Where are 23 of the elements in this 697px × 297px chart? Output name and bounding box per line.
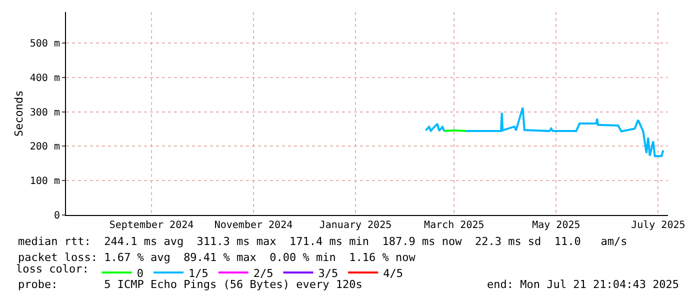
x-tick-label: July 2025 (631, 220, 686, 231)
y-axis-title: Seconds (12, 90, 26, 137)
x-tick-label: March 2025 (424, 220, 484, 231)
x-tick-label: May 2025 (532, 220, 580, 231)
text: median rtt: 244.1 ms avg 311.3 ms max 171.4 ms min 187.9 ms now 22.3 ms sd 11.0 am/s (18, 235, 628, 248)
legend-label: 0 (136, 266, 144, 280)
x-tick-label: January 2025 (319, 220, 392, 231)
y-tick-label: 0 (54, 210, 60, 222)
legend-title: loss color: (16, 262, 89, 276)
y-tick-label: 400 m (30, 72, 60, 84)
x-tick-label: November 2024 (214, 220, 293, 231)
text: probe: 5 ICMP Echo Pings (56 Bytes) every 120s (18, 278, 362, 291)
text: packet loss: 1.67 % avg 89.41 % max 0.00 % min 1.16 % now (18, 251, 416, 264)
y-tick-label: 300 m (30, 107, 60, 118)
legend-label: 1/5 (188, 266, 208, 280)
y-tick-label: 100 m (30, 176, 60, 188)
y-tick-label: 500 m (30, 38, 60, 50)
legend-label: 2/5 (253, 266, 274, 280)
y-tick-label: 200 m (30, 142, 60, 153)
text: end: Mon Jul 21 21:04:43 2025 (487, 278, 680, 291)
legend-label: 3/5 (318, 266, 338, 280)
x-tick-label: September 2024 (109, 220, 194, 231)
legend-label: 4/5 (383, 266, 403, 280)
